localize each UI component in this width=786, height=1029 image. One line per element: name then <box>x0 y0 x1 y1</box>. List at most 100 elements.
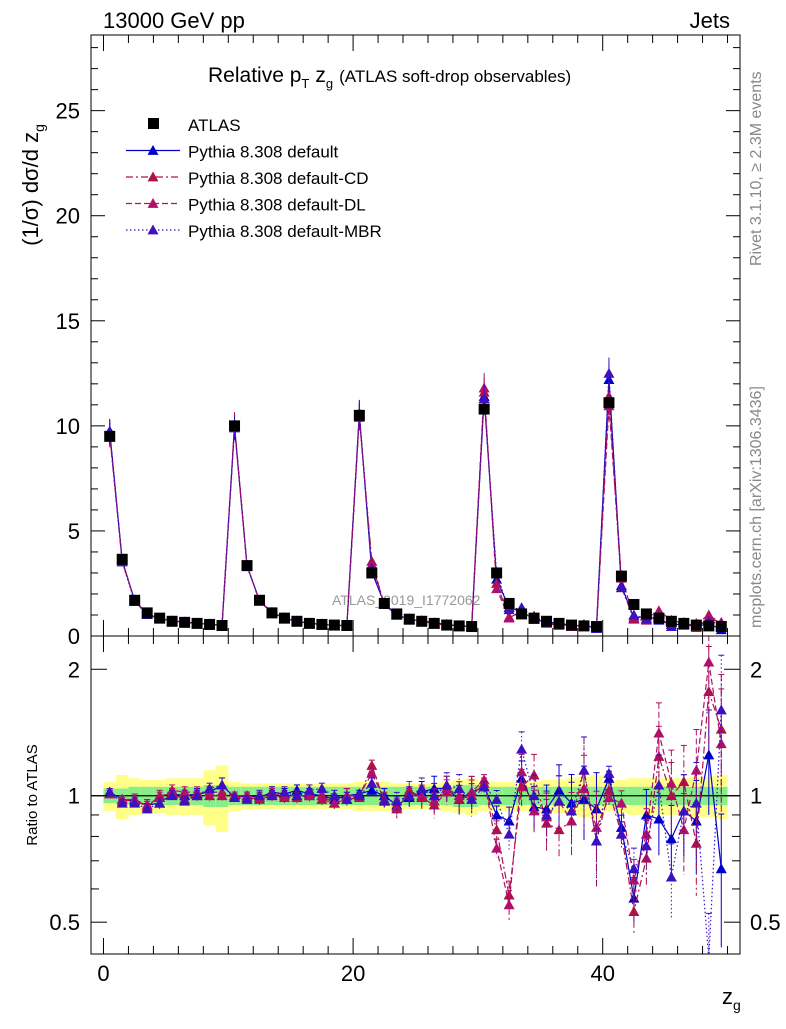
ratio-panel-frame <box>90 635 741 955</box>
data-point <box>266 607 278 619</box>
ratio-point <box>640 840 652 851</box>
legend-item: Pythia 8.308 default-MBR <box>126 222 382 241</box>
data-point <box>453 620 465 632</box>
ratio-point <box>715 738 727 749</box>
title-var: z <box>315 64 326 87</box>
ratio-point <box>628 874 640 885</box>
ratio-point <box>441 779 453 790</box>
ratio-point <box>191 790 203 801</box>
data-point <box>241 560 253 572</box>
data-point <box>378 597 390 609</box>
data-point <box>615 582 627 593</box>
data-point <box>516 608 528 620</box>
data-point <box>191 617 203 629</box>
ratio-point <box>453 783 465 793</box>
svg-text:(1/σ) dσ/d zg: (1/σ) dσ/d zg <box>18 124 47 246</box>
data-point <box>653 612 665 624</box>
data-point <box>129 594 141 606</box>
ratio-point <box>391 795 403 806</box>
legend-marker <box>147 171 159 182</box>
ratio-point <box>578 764 590 775</box>
rivet-label: Rivet 3.1.10, ≥ 2.3M events <box>748 71 765 266</box>
x-tick-label: 40 <box>590 961 614 986</box>
y-tick-label: 15 <box>56 309 80 334</box>
data-point <box>316 618 328 630</box>
ratio-line <box>109 754 722 899</box>
data-point <box>278 612 290 624</box>
data-point <box>640 608 652 620</box>
data-point <box>179 616 191 628</box>
ratio-point <box>715 704 727 715</box>
legend-marker <box>147 224 159 235</box>
legend-item: ATLAS <box>148 116 241 135</box>
ratio-point <box>366 777 378 788</box>
data-point <box>303 617 315 629</box>
legend-item: Pythia 8.308 default <box>126 143 339 162</box>
data-point <box>503 604 515 615</box>
ratio-point <box>678 824 690 835</box>
ratio-point <box>491 793 503 804</box>
ratio-point <box>590 835 602 846</box>
legend-label: Pythia 8.308 default-MBR <box>188 222 382 241</box>
legend-marker <box>148 118 159 129</box>
data-point <box>478 403 490 415</box>
ratio-point <box>179 786 191 797</box>
ratio-point <box>366 767 378 778</box>
data-point <box>391 608 403 620</box>
ratio-default-DL <box>104 636 727 921</box>
ratio-point <box>603 784 615 795</box>
legend-marker <box>147 145 159 155</box>
ratio-point <box>341 793 353 804</box>
data-point <box>216 619 228 631</box>
ratio-panel-series <box>104 636 727 954</box>
y-tick-label: 20 <box>56 204 80 229</box>
ratio-point <box>491 842 503 853</box>
ratio-point <box>316 790 328 801</box>
data-point <box>441 619 453 631</box>
data-point <box>491 583 503 594</box>
data-point <box>328 619 340 631</box>
ratio-point <box>116 797 128 808</box>
ratio-point <box>690 797 702 808</box>
y-axis-label-top: (1/σ) dσ/d zg <box>18 124 47 246</box>
ratio-default-MBR <box>104 654 727 954</box>
y-tick-label: 0 <box>68 624 80 649</box>
ratio-point <box>603 792 615 802</box>
data-point <box>703 620 715 632</box>
data-point <box>403 613 415 625</box>
ratio-point <box>665 777 677 788</box>
x-axis-label-sub: g <box>733 997 741 1013</box>
title-rest: (ATLAS soft-drop observables) <box>339 67 571 86</box>
ratio-point <box>278 786 290 797</box>
ratio-point <box>166 790 178 801</box>
data-point <box>104 430 116 442</box>
x-tick-label: 0 <box>97 961 109 986</box>
ratio-point <box>141 803 153 814</box>
ratio-point <box>678 776 690 787</box>
y-axis-label-sub: g <box>31 124 47 132</box>
data-point <box>603 367 615 378</box>
legend-label: Pythia 8.308 default-CD <box>188 169 369 188</box>
data-point <box>603 397 615 409</box>
data-point <box>366 567 378 579</box>
ratio-point <box>328 790 340 801</box>
ratio-point <box>303 790 315 801</box>
ratio-point <box>216 779 228 790</box>
y-tick-label: 25 <box>56 99 80 124</box>
data-point <box>491 567 503 579</box>
ratio-point <box>428 790 440 801</box>
ratio-tick-label-right: 1 <box>750 784 762 809</box>
data-point <box>353 409 365 421</box>
data-point <box>578 620 590 632</box>
ratio-point <box>179 795 191 806</box>
data-point <box>428 617 440 629</box>
ratio-point <box>628 906 640 916</box>
ratio-point <box>690 764 702 775</box>
ratio-tick-label-left: 2 <box>68 657 80 682</box>
legend-label: Pythia 8.308 default-DL <box>188 196 366 215</box>
ratio-point <box>478 781 490 792</box>
title-main: Relative p <box>208 64 301 87</box>
ratio-point <box>715 863 727 874</box>
legend-item: Pythia 8.308 default-DL <box>126 196 366 215</box>
